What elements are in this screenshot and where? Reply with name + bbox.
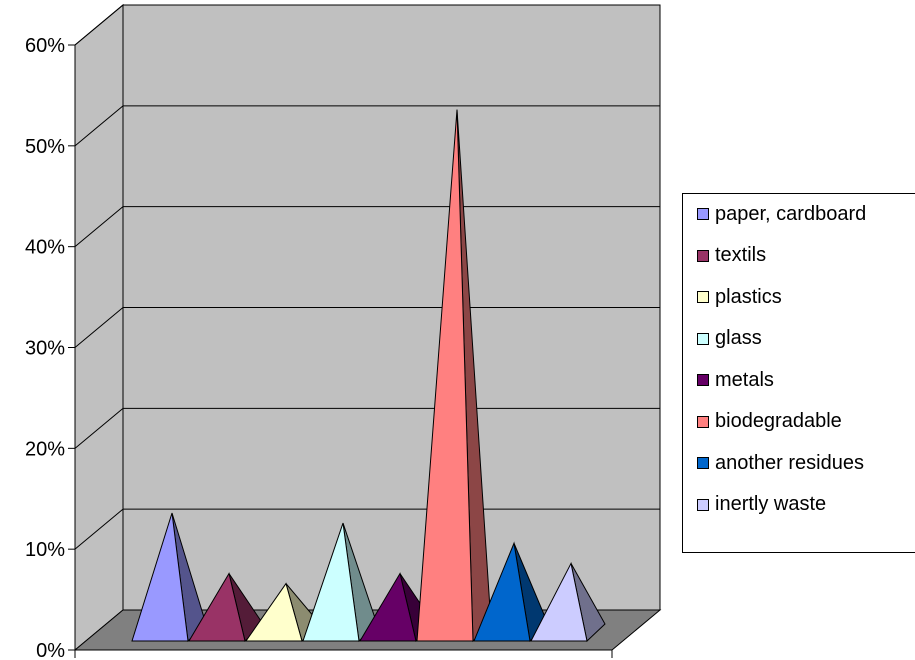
legend-label: inertly waste <box>715 493 827 515</box>
legend-item: metals <box>697 360 774 400</box>
pyramid-front-face <box>530 561 588 642</box>
legend-label: paper, cardboard <box>715 202 867 225</box>
pyramid-front-face <box>473 541 531 642</box>
gridline <box>74 407 660 449</box>
legend-item: textils <box>697 236 766 276</box>
y-tick-label: 60% <box>25 35 65 57</box>
legend-swatch <box>697 208 709 220</box>
gridline <box>74 105 660 147</box>
legend-swatch <box>697 374 709 386</box>
legend-swatch <box>697 332 709 345</box>
y-tick-label: 10% <box>25 539 65 561</box>
legend-swatch <box>697 249 709 262</box>
legend-label: metals <box>715 368 774 391</box>
gridline <box>74 206 660 248</box>
y-tick-label: 20% <box>25 438 65 460</box>
data-pyramids <box>131 109 606 643</box>
y-tick-label: 0% <box>36 640 65 660</box>
y-tick-label: 40% <box>25 237 65 259</box>
legend-swatch <box>697 291 709 303</box>
y-tick-label: 30% <box>25 338 65 360</box>
gridlines <box>74 4 660 550</box>
legend-item: paper, cardboard <box>697 194 866 234</box>
legend-label: glass <box>715 327 762 349</box>
pyramid-textils <box>188 572 264 642</box>
legend-label: plastics <box>715 285 782 308</box>
legend-label: textils <box>715 244 767 266</box>
legend-item: another residues <box>697 443 864 483</box>
legend-item: glass <box>697 319 762 359</box>
pyramid-front-face <box>245 582 303 642</box>
y-tick-label: 50% <box>25 136 65 158</box>
pyramid-front-face <box>188 572 246 642</box>
pyramid-paper-cardboard <box>131 512 207 643</box>
legend-swatch <box>697 415 709 428</box>
y-axis-ticks: 0% 10% 20% 30% 40% 50% 60% <box>25 35 75 660</box>
legend-item: inertly waste <box>697 485 826 525</box>
gridline <box>74 307 660 348</box>
legend-item: plastics <box>697 277 782 317</box>
legend-swatch <box>697 457 709 469</box>
legend-item: biodegradable <box>697 402 842 442</box>
legend: paper, cardboard textils plastics glass meta… <box>682 193 915 553</box>
legend-label: biodegradable <box>715 410 842 432</box>
pyramid-glass <box>302 522 378 643</box>
gridline <box>74 4 660 46</box>
pyramid-front-face <box>416 109 474 642</box>
pyramid-front-face <box>131 512 189 642</box>
pyramid-front-face <box>302 522 360 642</box>
pyramid-inertly-waste <box>530 561 606 642</box>
pyramid-front-face <box>359 572 417 642</box>
legend-swatch <box>697 498 709 511</box>
legend-label: another residues <box>715 451 864 474</box>
